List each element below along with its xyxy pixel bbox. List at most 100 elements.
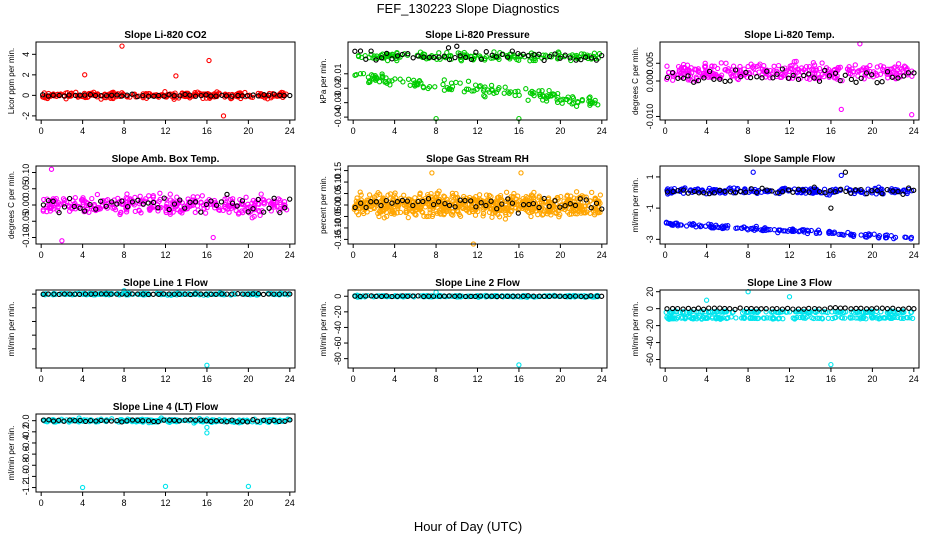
- data-point: [473, 204, 479, 210]
- data-point: [722, 78, 728, 85]
- data-point: [425, 196, 432, 202]
- data-point: [711, 305, 718, 311]
- data-point: [213, 291, 219, 297]
- data-point: [470, 198, 477, 204]
- series-all-lower: [663, 219, 915, 242]
- data-point: [809, 315, 815, 321]
- data-point: [791, 58, 797, 65]
- data-point: [529, 88, 535, 95]
- data-point: [45, 291, 51, 297]
- data-point: [512, 88, 518, 95]
- outliers: [121, 288, 210, 368]
- data-point: [898, 66, 905, 72]
- data-point: [192, 417, 199, 423]
- data-point: [718, 60, 724, 66]
- data-points: [664, 41, 917, 118]
- data-point: [813, 67, 819, 74]
- data-point: [457, 197, 463, 203]
- data-point: [782, 72, 788, 78]
- data-point: [473, 198, 479, 204]
- data-point: [738, 73, 744, 80]
- data-point: [801, 229, 807, 235]
- data-point: [84, 202, 90, 209]
- data-point: [733, 315, 739, 321]
- data-point: [819, 190, 825, 196]
- data-point: [140, 92, 146, 99]
- data-point: [742, 186, 748, 192]
- data-point: [741, 224, 747, 230]
- data-point: [597, 192, 604, 198]
- data-point: [190, 194, 196, 200]
- data-point: [281, 202, 287, 208]
- data-point: [879, 190, 885, 197]
- data-point: [51, 291, 57, 297]
- data-point: [832, 70, 839, 76]
- x-tick-label: 16: [202, 374, 212, 384]
- data-point: [357, 71, 364, 77]
- data-point: [150, 199, 157, 206]
- data-point: [698, 223, 705, 229]
- data-point: [435, 199, 442, 205]
- data-point: [397, 76, 403, 82]
- data-point: [761, 63, 767, 69]
- data-point: [578, 293, 584, 300]
- y-tick-label: -20: [645, 319, 655, 332]
- x-tick-label: 4: [80, 498, 85, 508]
- data-point: [129, 291, 135, 297]
- series-hourly: [40, 191, 293, 216]
- x-tick-label: 20: [555, 250, 565, 260]
- data-point: [446, 293, 452, 299]
- data-point: [187, 417, 193, 423]
- data-point: [911, 70, 917, 76]
- data-point: [821, 186, 828, 192]
- data-point: [114, 417, 120, 424]
- data-point: [352, 293, 358, 299]
- data-point: [882, 315, 888, 321]
- data-point: [770, 309, 776, 315]
- data-point: [544, 211, 551, 217]
- y-tick-label: -60: [645, 353, 655, 366]
- data-point: [687, 314, 693, 321]
- data-point: [254, 419, 260, 425]
- data-point: [405, 214, 411, 221]
- data-point: [816, 306, 822, 312]
- data-point: [751, 309, 757, 315]
- data-point: [182, 205, 188, 211]
- data-point: [153, 93, 160, 99]
- data-point: [76, 291, 83, 298]
- data-point: [373, 199, 380, 205]
- data-point: [452, 293, 458, 299]
- outlier-point: [245, 483, 252, 490]
- y-tick-label: -1.2: [21, 480, 31, 496]
- data-point: [441, 77, 447, 83]
- outlier-point: [838, 172, 844, 179]
- x-tick-label: 0: [663, 250, 668, 260]
- data-point: [415, 82, 421, 88]
- data-point: [412, 195, 418, 201]
- data-point: [124, 191, 130, 197]
- data-point: [224, 419, 230, 425]
- data-point: [800, 308, 806, 315]
- outlier-point: [842, 169, 849, 175]
- data-point: [482, 94, 488, 100]
- x-tick-label: 0: [351, 374, 356, 384]
- data-point: [803, 186, 809, 192]
- data-point: [877, 315, 883, 321]
- data-point: [842, 72, 848, 78]
- series-all: [41, 415, 292, 426]
- x-tick-label: 24: [285, 498, 295, 508]
- y-axis-label: ml/min per min.: [319, 302, 328, 357]
- data-point: [98, 291, 105, 297]
- data-point: [40, 291, 46, 297]
- y-tick-label: -0.05: [21, 211, 31, 232]
- data-point: [722, 188, 728, 195]
- data-point: [171, 417, 178, 423]
- data-point: [420, 198, 426, 205]
- data-point: [811, 62, 818, 68]
- data-point: [87, 417, 94, 424]
- data-point: [472, 206, 479, 212]
- data-point: [838, 186, 844, 192]
- data-point: [119, 419, 125, 425]
- data-point: [695, 305, 702, 311]
- data-point: [151, 93, 157, 99]
